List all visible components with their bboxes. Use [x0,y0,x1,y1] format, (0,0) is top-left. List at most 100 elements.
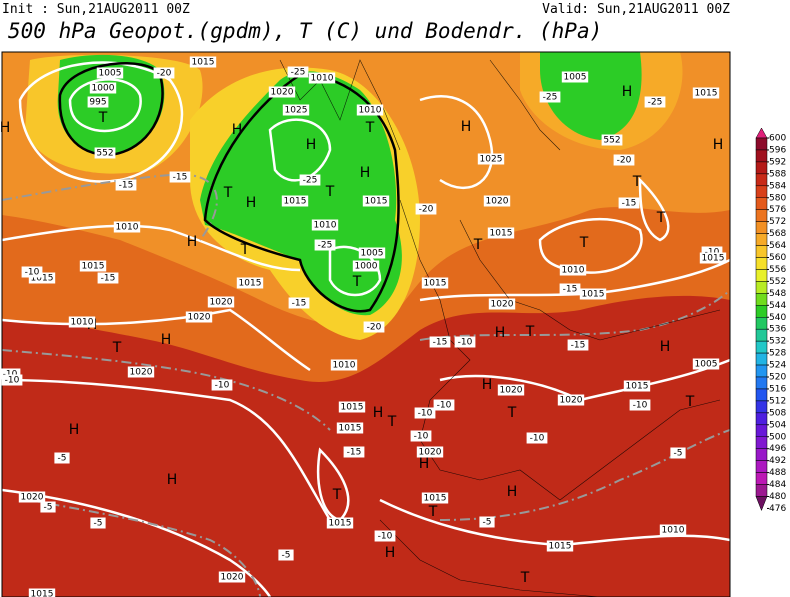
label-box [299,174,321,186]
colorbar-label: 488 [769,468,786,478]
colorbar-label: 552 [769,277,786,287]
contour-label: -10 [378,532,393,542]
label-box [358,247,386,259]
valid-time: Valid: Sun,21AUG2011 00Z [542,2,730,17]
label-box [557,394,585,406]
contour-label: 1010 [562,266,585,276]
contour-label: 1010 [359,106,382,116]
map-labels: HT10051000995-20101510201025HH1010-25101… [0,56,727,597]
colorbar-box [755,209,768,222]
contour-label: -20 [419,205,434,215]
colorbar-label: 572 [769,217,786,227]
label-box [483,195,511,207]
pressure-center: H [507,484,518,500]
pressure-center: H [373,405,384,421]
label-box [287,66,309,78]
label-box [90,517,106,529]
contour-label: 1000 [355,262,378,272]
colorbar-box [755,173,768,187]
contour-label: 1015 [490,229,513,239]
pressure-center: T [352,274,362,290]
pressure-center: T [112,340,122,356]
contour-label: -20 [617,156,632,166]
label-box [497,384,525,396]
label-box [454,336,476,348]
label-box [701,246,723,258]
pressure-center: H [161,332,172,348]
contour-label: 1020 [21,493,44,503]
label-box [343,446,365,458]
colorbar-label: 584 [769,181,786,191]
pressure-center: T [579,235,589,251]
contour-label: 1020 [188,313,211,323]
pressure-center: H [167,472,178,488]
contour-label: -10 [25,268,40,278]
colorbar-box [755,436,768,449]
colorbar-label: 476 [769,504,786,514]
pressure-center: T [387,414,397,430]
colorbar-label: 568 [769,229,786,239]
colorbar-end [755,496,768,512]
label-box [169,171,191,183]
label-box [311,219,339,231]
colorbar-label: 556 [769,265,786,275]
contour-label: 1025 [480,155,503,165]
colorbar-box [755,281,768,294]
contour-label: -15 [292,299,307,309]
label-box [127,366,155,378]
contour-label: 1015 [82,262,105,272]
colorbar-label: 508 [769,408,786,418]
label-box [692,87,720,99]
pressure-center: T [520,570,530,586]
pressure-center: H [187,234,198,250]
contour-label: 1020 [419,448,442,458]
contour-label: -10 [215,381,230,391]
map-title: 500 hPa Geopot.(gpdm), T (C) und Bodendr… [8,19,602,43]
colorbar-box [755,340,768,354]
label-box [644,96,666,108]
colorbar-end [755,127,768,139]
contour-label: 1025 [285,106,308,116]
colorbar-box [755,257,768,270]
label-box [87,96,109,108]
label-box [433,399,455,411]
contour-label: 1015 [424,494,447,504]
label-box [477,153,505,165]
pressure-center: H [246,195,257,211]
pressure-center: T [98,110,108,126]
contour-label: -10 [458,338,473,348]
label-box [692,358,720,370]
colorbar-box [755,317,768,330]
label-box [97,272,119,284]
label-box [89,82,117,94]
contour-label: -15 [173,173,188,183]
label-box [479,516,495,528]
contour-label: -20 [157,69,172,79]
contour-label: -10 [437,401,452,411]
label-box [211,379,233,391]
label-box [561,71,589,83]
colorbar-box [755,269,768,282]
contour-label: 1015 [284,197,307,207]
colorbar-box [755,293,768,306]
contour-label: 1015 [582,290,605,300]
colorbar-label: 500 [769,432,786,442]
label-box [356,104,384,116]
label-box [326,517,354,529]
label-box [338,401,366,413]
colorbar-box [755,424,768,437]
contour-label: -25 [291,68,306,78]
label-box [278,549,294,561]
contour-label: 552 [96,149,113,159]
pressure-center: H [660,339,671,355]
contour-label: 1015 [329,519,352,529]
label-box [207,296,235,308]
pressure-center: T [632,174,642,190]
pressure-center: T [656,210,666,226]
contour-label: 1005 [99,69,122,79]
label-box [236,277,264,289]
colorbar-label: 576 [769,205,786,215]
label-box [374,530,396,542]
label-box [28,272,56,284]
